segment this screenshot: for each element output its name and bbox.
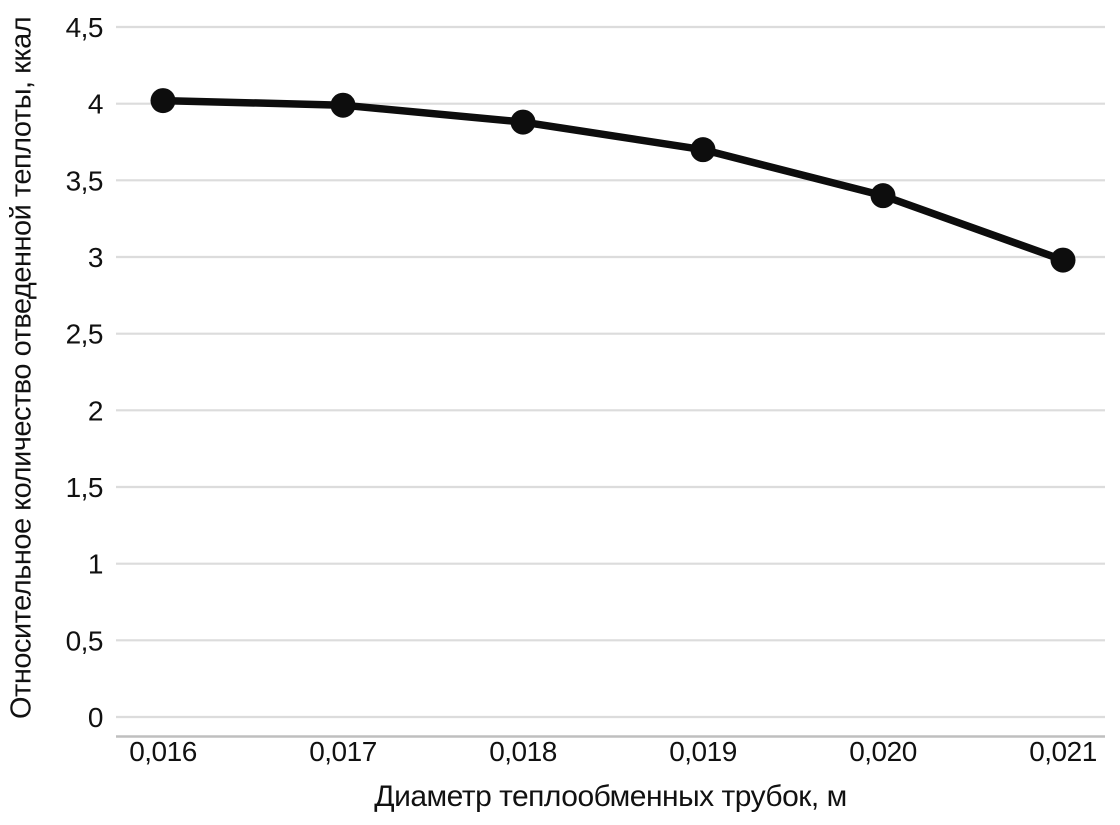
data-point [150,88,176,114]
x-tick-label: 0,018 [489,736,557,767]
data-point [690,137,716,163]
x-tick-label: 0,019 [669,736,737,767]
x-tick-label: 0,020 [849,736,917,767]
y-tick-label: 2,5 [66,319,103,350]
y-tick-label: 4 [88,89,103,120]
x-tick-label: 0,017 [309,736,377,767]
y-tick-label: 0 [88,702,103,733]
y-tick-label: 3 [88,242,103,273]
y-tick-label: 2 [88,395,103,426]
y-tick-label: 1,5 [66,472,103,503]
y-tick-label: 0,5 [66,625,103,656]
data-point [510,109,536,135]
data-line [159,96,1067,264]
y-tick-label: 4,5 [66,12,103,43]
data-point [330,92,356,118]
y-tick-label: 1 [88,549,103,580]
data-point [1050,247,1076,273]
x-tick-label: 0,016 [129,736,197,767]
data-point [870,183,896,209]
x-tick-label: 0,021 [1029,736,1097,767]
y-tick-label: 3,5 [66,165,103,196]
x-axis-title: Диаметр теплообменных трубок, м [374,780,847,813]
